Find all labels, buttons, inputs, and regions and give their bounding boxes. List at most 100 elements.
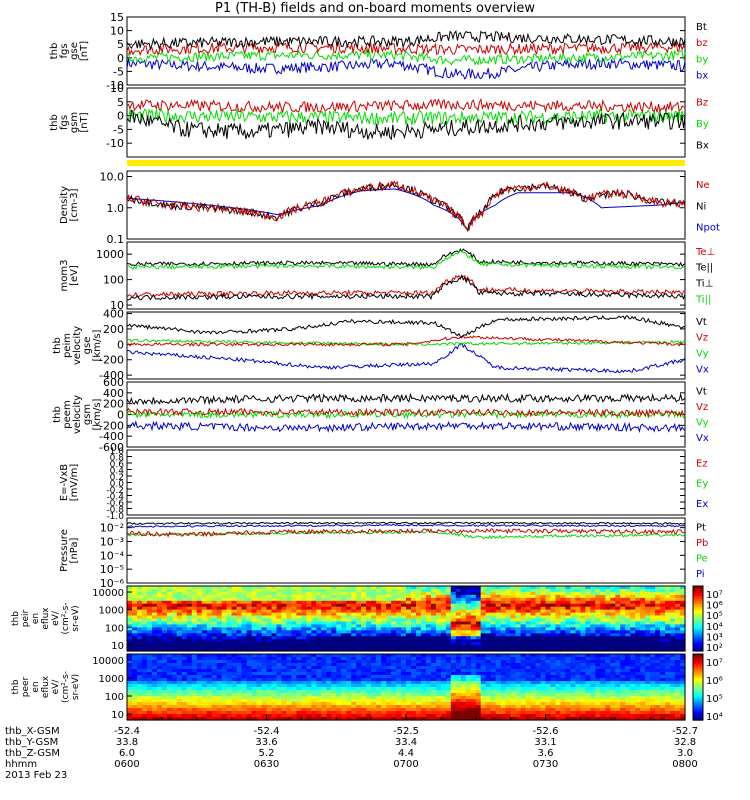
spectrogram-cell <box>216 714 223 718</box>
spectrogram-cell <box>580 586 586 590</box>
spectrogram-cell <box>271 630 278 634</box>
spectrogram-cell <box>510 600 517 605</box>
spectrogram-cell <box>266 591 273 596</box>
spectrogram-cell <box>480 654 487 658</box>
spectrogram-cell <box>271 591 278 596</box>
spectrogram-cell <box>266 633 273 637</box>
spectrogram-cell <box>411 609 417 614</box>
spectrogram-cell <box>610 586 616 590</box>
spectrogram-cell <box>186 586 193 590</box>
spectrogram-cell <box>231 594 238 599</box>
spectrogram-cell <box>127 627 133 631</box>
spectrogram-cell <box>605 594 611 599</box>
spectrogram-cell <box>401 702 407 706</box>
spectrogram-cell <box>211 612 218 617</box>
spectrogram-cell <box>510 597 517 602</box>
spectrogram-cell <box>575 591 581 596</box>
spectrogram-cell <box>615 687 621 691</box>
spectrogram-cell <box>416 639 422 643</box>
spectrogram-cell <box>680 586 686 590</box>
spectrogram-cell <box>490 589 497 593</box>
spectrogram-cell <box>276 609 283 614</box>
colorbar-cell <box>693 625 703 628</box>
spectrogram-cell <box>391 618 397 623</box>
spectrogram-cell <box>650 633 656 637</box>
spectrogram-cell <box>645 645 651 649</box>
spectrogram-cell <box>331 675 337 679</box>
spectrogram-cell <box>465 618 472 623</box>
spectrogram-cell <box>371 663 377 667</box>
spectrogram-cell <box>276 636 283 640</box>
spectrogram-cell <box>171 711 178 715</box>
spectrogram-cell <box>276 612 283 617</box>
spectrogram-cell <box>386 633 392 637</box>
spectrogram-cell <box>311 609 317 614</box>
spectrogram-cell <box>391 654 397 658</box>
spectrogram-cell <box>595 624 601 628</box>
spectrogram-cell <box>600 606 606 611</box>
spectrogram-cell <box>171 684 178 688</box>
spectrogram-cell <box>216 693 223 697</box>
spectrogram-cell <box>550 711 557 715</box>
spectrogram-cell <box>127 591 133 596</box>
spectrogram-cell <box>460 672 467 676</box>
spectrogram-cell <box>381 687 387 691</box>
spectrogram-cell <box>650 603 656 608</box>
spectrogram-cell <box>610 603 616 608</box>
spectrogram-cell <box>505 615 512 620</box>
spectrogram-cell <box>256 711 263 715</box>
spectrogram-cell <box>565 603 571 608</box>
spectrogram-cell <box>351 630 357 634</box>
spectrogram-cell <box>430 690 437 694</box>
spectrogram-cell <box>455 660 462 664</box>
spectrogram-cell <box>520 669 527 673</box>
spectrogram-cell <box>301 690 307 694</box>
spectrogram-cell <box>181 654 188 658</box>
spectrogram-cell <box>137 627 143 631</box>
spectrogram-cell <box>331 696 337 700</box>
spectrogram-cell <box>391 639 397 643</box>
spectrogram-cell <box>316 657 322 661</box>
spectrogram-cell <box>670 586 676 590</box>
spectrogram-cell <box>201 615 208 620</box>
spectrogram-cell <box>420 690 427 694</box>
spectrogram-cell <box>555 609 562 614</box>
spectrogram-cell <box>505 606 512 611</box>
spectrogram-cell <box>181 630 188 634</box>
y-axis-label: [nT] <box>79 112 90 132</box>
spectrogram-cell <box>206 612 213 617</box>
spectrogram-cell <box>311 696 317 700</box>
spectrogram-cell <box>530 591 537 596</box>
spectrogram-cell <box>635 606 641 611</box>
spectrogram-cell <box>570 678 576 682</box>
spectrogram-cell <box>570 675 576 679</box>
spectrogram-cell <box>411 639 417 643</box>
spectrogram-cell <box>406 606 412 611</box>
spectrogram-cell <box>535 678 542 682</box>
spectrogram-cell <box>440 681 447 685</box>
spectrogram-cell <box>675 586 681 590</box>
spectrogram-cell <box>151 594 158 599</box>
spectrogram-cell <box>585 657 591 661</box>
spectrogram-cell <box>266 663 273 667</box>
spectrogram-cell <box>435 678 442 682</box>
spectrogram-cell <box>326 612 332 617</box>
spectrogram-cell <box>186 672 193 676</box>
spectrogram-cell <box>470 627 477 631</box>
spectrogram-cell <box>585 615 591 620</box>
spectrogram-cell <box>266 636 273 640</box>
spectrogram-cell <box>620 687 626 691</box>
spectrogram-cell <box>495 657 502 661</box>
spectrogram-cell <box>510 609 517 614</box>
spectrogram-cell <box>445 669 452 673</box>
spectrogram-cell <box>455 636 462 640</box>
spectrogram-cell <box>301 591 307 596</box>
spectrogram-cell <box>261 717 268 721</box>
spectrogram-cell <box>256 705 263 709</box>
spectrogram-cell <box>625 657 631 661</box>
spectrogram-cell <box>420 621 427 626</box>
spectrogram-cell <box>271 678 278 682</box>
spectrogram-cell <box>256 678 263 682</box>
spectrogram-cell <box>196 603 203 608</box>
